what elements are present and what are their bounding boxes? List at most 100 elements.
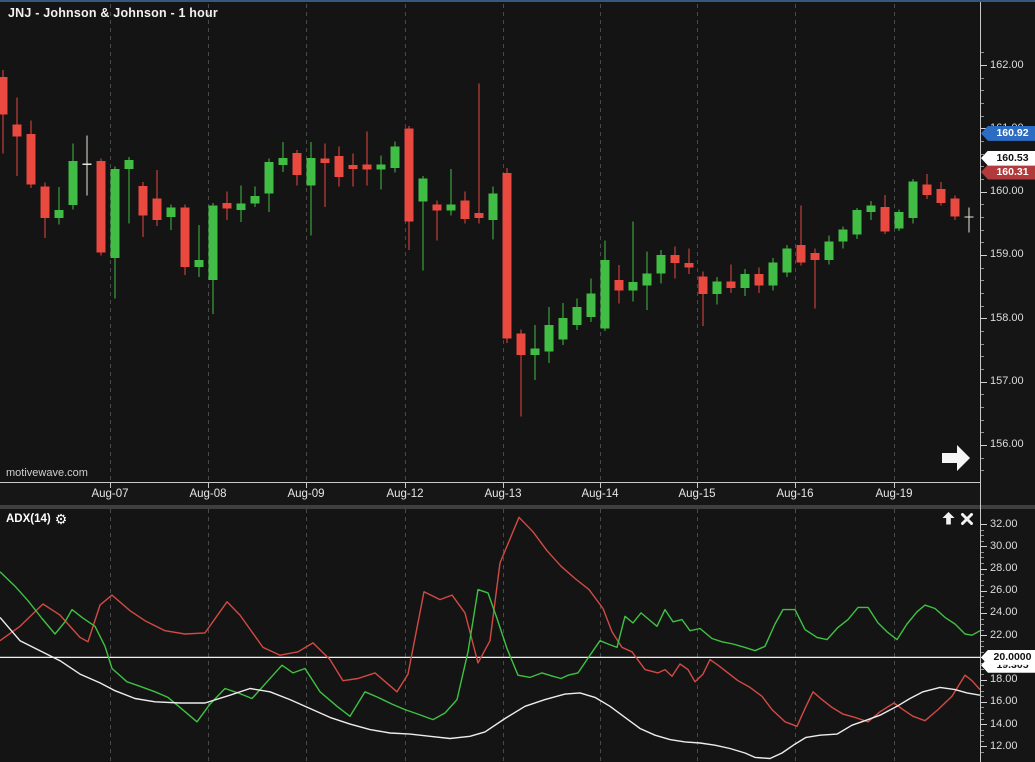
- axis-minor-tick: [981, 740, 984, 742]
- candle-body: [656, 254, 666, 274]
- candle-body: [950, 198, 960, 217]
- candle: [432, 200, 442, 241]
- candle: [628, 221, 638, 302]
- axis-minor-tick: [981, 242, 984, 244]
- candle-wick: [632, 221, 634, 302]
- axis-minor-tick: [981, 457, 984, 459]
- candle-body: [180, 207, 190, 267]
- candle-body: [544, 325, 554, 352]
- axis-minor-tick: [981, 52, 984, 54]
- axis-minor-tick: [981, 529, 984, 531]
- axis-minor-tick: [981, 153, 984, 155]
- axis-minor-tick: [981, 668, 984, 670]
- candle-wick: [380, 155, 382, 190]
- candle: [600, 240, 610, 331]
- axis-major-tick: [981, 635, 987, 637]
- adx-canvas: [0, 509, 980, 762]
- candle-body: [292, 152, 302, 176]
- candle: [166, 204, 176, 231]
- candle-body: [390, 146, 400, 169]
- axis-minor-tick: [981, 535, 984, 537]
- axis-major-tick: [981, 318, 987, 320]
- price-badge: 160.31: [981, 164, 1035, 180]
- candle-body: [474, 213, 484, 219]
- price-axis[interactable]: 162.00161.00160.00159.00158.00157.00156.…: [981, 0, 1035, 505]
- axis-minor-tick: [981, 640, 984, 642]
- adx-indicator-plot[interactable]: [0, 509, 980, 762]
- di-plus-line: [0, 571, 980, 723]
- candle: [894, 209, 904, 231]
- axis-minor-tick: [981, 432, 984, 434]
- candle-body: [110, 168, 120, 259]
- candle: [152, 170, 162, 226]
- date-tick: [503, 483, 504, 488]
- candle: [670, 246, 680, 279]
- axis-divider: [980, 0, 981, 762]
- candle: [684, 248, 694, 274]
- axis-minor-tick: [981, 406, 984, 408]
- candle: [964, 207, 974, 233]
- axis-tick-label: 156.00: [990, 438, 1024, 451]
- candle: [572, 298, 582, 331]
- candle: [0, 70, 8, 154]
- candle-body: [96, 161, 106, 253]
- adx-line: [0, 616, 980, 760]
- axis-minor-tick: [981, 470, 984, 472]
- candle-body: [432, 204, 442, 211]
- candle-body: [40, 186, 50, 219]
- candle: [880, 194, 890, 235]
- candle-body: [82, 163, 92, 166]
- candle-wick: [86, 135, 88, 196]
- candle-body: [614, 280, 624, 291]
- panel-splitter-bar[interactable]: [0, 505, 1035, 509]
- date-tick: [110, 483, 111, 488]
- candle-wick: [814, 248, 816, 309]
- candle: [418, 175, 428, 271]
- date-label: Aug-09: [287, 488, 325, 500]
- candle: [530, 325, 540, 381]
- panel-divider: [0, 482, 981, 483]
- candle: [12, 97, 22, 176]
- axis-tick-label: 28.00: [990, 562, 1018, 574]
- candle-body: [404, 128, 414, 222]
- close-panel-icon[interactable]: [961, 512, 973, 525]
- candle-body: [740, 273, 750, 288]
- adx-value-axis[interactable]: 32.0030.0028.0026.0024.0022.0020.0018.00…: [981, 509, 1035, 762]
- adx-panel-controls: [942, 512, 973, 525]
- candle-body: [166, 207, 176, 217]
- date-label: Aug-14: [581, 488, 619, 500]
- maximize-panel-icon[interactable]: [942, 512, 955, 525]
- axis-minor-tick: [981, 557, 984, 559]
- candle-body: [306, 158, 316, 186]
- candle: [656, 249, 666, 284]
- axis-minor-tick: [981, 707, 984, 709]
- axis-minor-tick: [981, 646, 984, 648]
- axis-minor-tick: [981, 368, 984, 370]
- axis-minor-tick: [981, 178, 984, 180]
- chart-title: JNJ - Johnson & Johnson - 1 hour: [8, 6, 218, 20]
- scroll-to-latest-icon[interactable]: [941, 443, 971, 473]
- axis-major-tick: [981, 444, 987, 446]
- candle-body: [586, 293, 596, 317]
- date-label: Aug-07: [91, 488, 129, 500]
- axis-minor-tick: [981, 696, 984, 698]
- price-badge: 160.92: [981, 125, 1035, 141]
- candle: [922, 173, 932, 200]
- date-tick: [208, 483, 209, 488]
- candle-body: [138, 185, 148, 216]
- candle: [754, 267, 764, 293]
- candle: [740, 268, 750, 297]
- candle: [54, 187, 64, 225]
- candle-body: [964, 216, 974, 218]
- candle-wick: [156, 170, 158, 226]
- candle: [96, 158, 106, 256]
- candle-body: [516, 333, 526, 355]
- axis-tick-label: 30.00: [990, 539, 1018, 552]
- price-chart-plot[interactable]: [0, 0, 980, 482]
- candle: [208, 202, 218, 314]
- candle: [824, 235, 834, 265]
- gear-icon[interactable]: ⚙: [54, 511, 68, 527]
- date-axis[interactable]: Aug-07 Aug-08 Aug-09 Aug-12 Aug-13 Aug-14 Aug-…: [0, 483, 980, 505]
- axis-major-tick: [981, 254, 987, 256]
- candle-wick: [324, 143, 326, 207]
